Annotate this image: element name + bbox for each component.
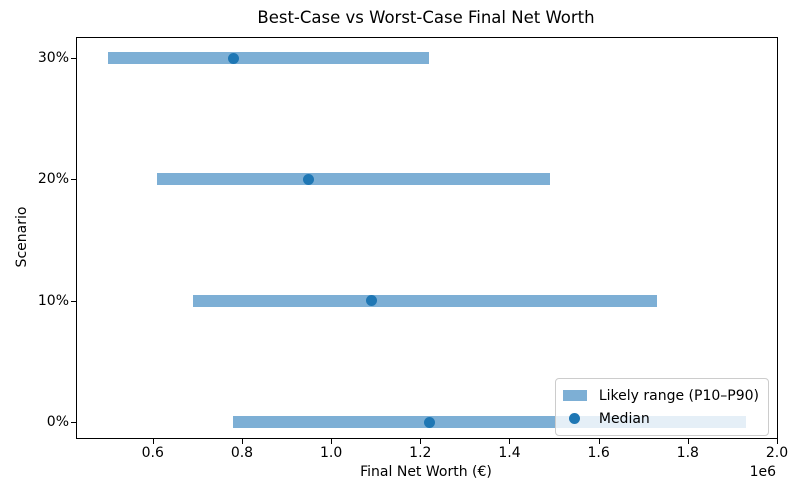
chart-title: Best-Case vs Worst-Case Final Net Worth — [257, 8, 595, 27]
range-bar-10% — [192, 294, 657, 307]
median-dot-0% — [423, 416, 435, 428]
x-axis-tick-label: 2.0 — [765, 445, 789, 461]
median-dot-glyph — [569, 413, 581, 424]
y-axis-tick-label: 10% — [37, 292, 69, 309]
x-axis-label: Final Net Worth (€) — [360, 464, 492, 480]
legend-median-dot-icon — [563, 413, 587, 424]
x-axis-tick — [777, 439, 778, 444]
legend-range-swatch-icon — [562, 390, 587, 401]
legend-label: Likely range (P10–P90) — [598, 387, 759, 404]
x-axis-tick — [598, 439, 600, 444]
legend-label: Median — [598, 410, 650, 427]
y-axis-label: Scenario — [14, 206, 30, 268]
y-axis-tick — [71, 300, 76, 302]
range-swatch — [562, 390, 587, 401]
x-axis-tick-label: 1.6 — [587, 445, 610, 461]
median-dot-10% — [365, 295, 377, 307]
y-axis-tick-label: 30% — [37, 50, 69, 66]
median-dot-20% — [303, 173, 315, 185]
y-axis-tick — [71, 179, 76, 181]
plot-area: Likely range (P10–P90) Median 30% 20% 10% 0%… — [38, 37, 788, 461]
x-axis-offset-label: 1e6 — [749, 464, 776, 480]
x-axis-tick-label: 1.2 — [409, 445, 432, 461]
y-axis-tick-label: 20% — [37, 171, 69, 188]
x-axis-tick — [509, 439, 511, 444]
y-axis-tick-label: 0% — [46, 414, 69, 431]
x-axis-tick — [152, 439, 154, 444]
x-axis-tick-label: 1.0 — [319, 445, 343, 461]
range-bar-30% — [108, 52, 430, 64]
x-axis-tick-label: 0.8 — [230, 445, 254, 461]
range-bar-20% — [157, 173, 550, 186]
legend: Likely range (P10–P90) Median — [554, 378, 769, 436]
y-axis-tick — [71, 58, 76, 59]
legend-item: Likely range (P10–P90) — [562, 384, 759, 407]
x-axis-tick — [241, 439, 243, 444]
x-axis-tick-label: 1.8 — [676, 445, 699, 461]
x-axis-tick — [331, 439, 333, 444]
x-axis-tick — [420, 439, 422, 444]
x-axis-tick-label: 0.6 — [141, 445, 164, 461]
x-axis-tick-label: 1.4 — [498, 445, 521, 461]
median-dot-30% — [227, 52, 239, 64]
x-axis-tick — [687, 439, 689, 444]
legend-item: Median — [563, 407, 759, 430]
y-axis-tick — [71, 422, 76, 424]
